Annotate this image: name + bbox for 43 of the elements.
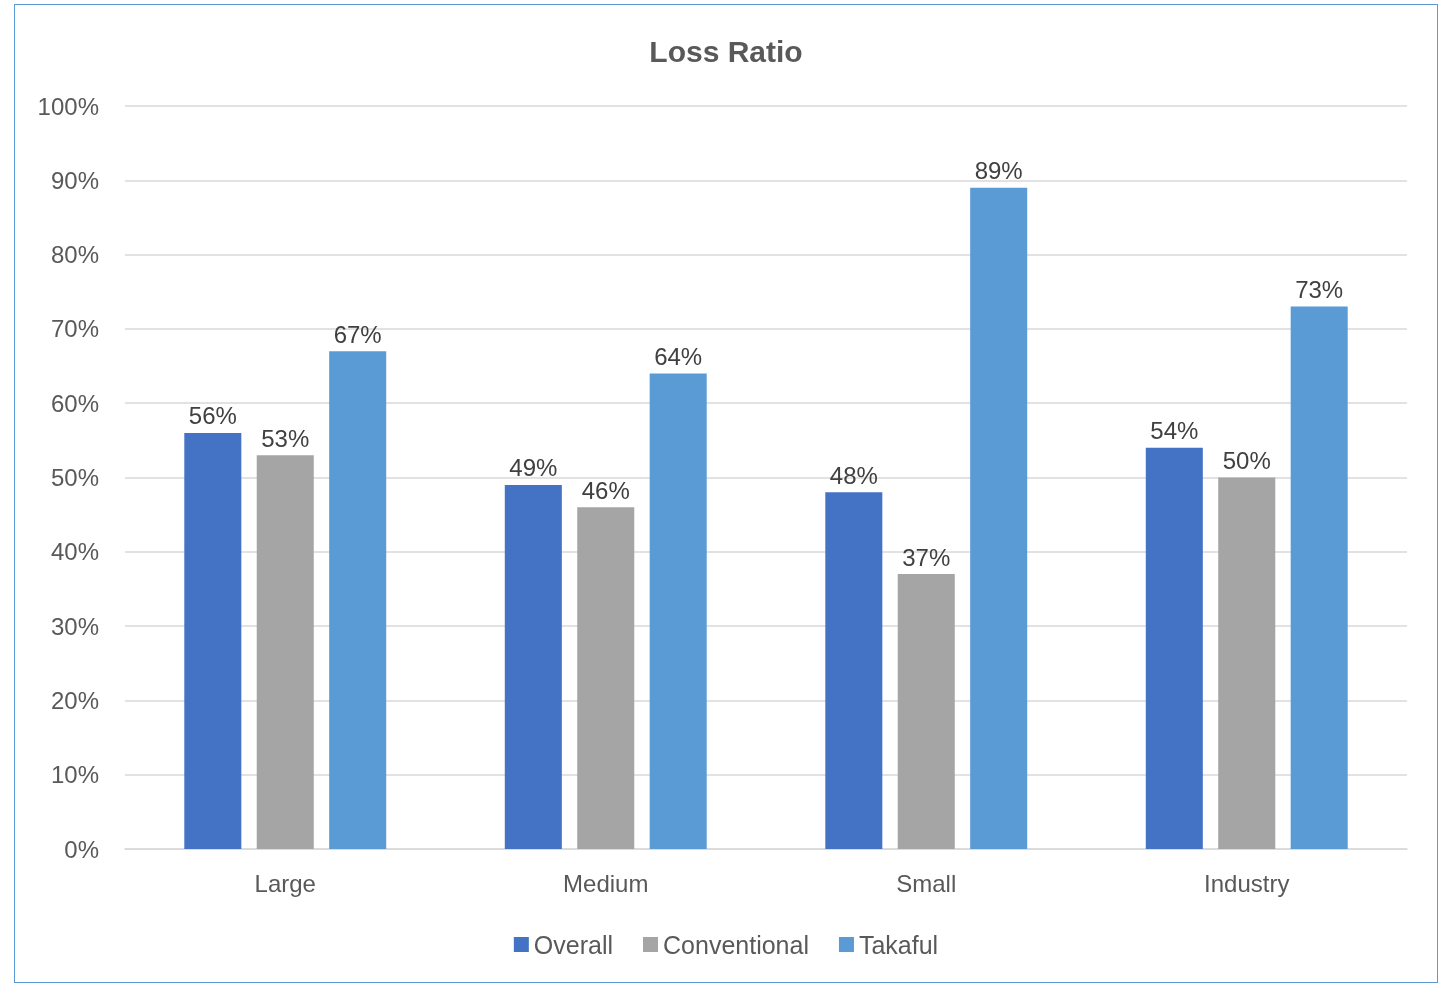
x-tick-label: Medium bbox=[563, 869, 649, 897]
data-label: 37% bbox=[902, 543, 951, 571]
y-tick-label: 70% bbox=[50, 315, 99, 343]
y-tick-label: 50% bbox=[50, 464, 99, 491]
data-label: 49% bbox=[509, 454, 558, 482]
data-label: 64% bbox=[654, 342, 703, 370]
bar bbox=[329, 351, 387, 849]
data-label: 67% bbox=[333, 320, 382, 348]
x-tick-label: Small bbox=[896, 869, 957, 897]
bar bbox=[504, 484, 562, 849]
y-tick-label: 40% bbox=[50, 538, 99, 566]
bar bbox=[577, 507, 635, 849]
bar bbox=[825, 492, 883, 849]
data-label: 46% bbox=[581, 476, 630, 504]
y-tick-label: 10% bbox=[50, 761, 99, 789]
data-label: 89% bbox=[974, 157, 1023, 185]
bar bbox=[184, 432, 242, 849]
y-tick-label: 20% bbox=[50, 686, 99, 714]
bar bbox=[970, 187, 1028, 849]
bar bbox=[1145, 447, 1203, 849]
data-label: 73% bbox=[1295, 276, 1344, 304]
y-tick-label: 90% bbox=[50, 166, 99, 194]
data-label: 53% bbox=[261, 424, 310, 452]
x-tick-label: Large bbox=[254, 869, 316, 897]
chart-title: Loss Ratio bbox=[649, 34, 803, 68]
legend-label: Conventional bbox=[663, 930, 809, 959]
bar bbox=[1218, 477, 1276, 849]
bar bbox=[897, 574, 955, 849]
y-tick-label: 80% bbox=[50, 241, 99, 269]
bar bbox=[1290, 306, 1348, 849]
bar bbox=[256, 455, 314, 849]
data-label: 54% bbox=[1150, 417, 1199, 445]
legend-label: Takaful bbox=[858, 930, 939, 959]
y-tick-label: 0% bbox=[64, 835, 99, 863]
y-tick-label: 30% bbox=[50, 612, 99, 640]
x-tick-label: Industry bbox=[1204, 869, 1290, 897]
y-tick-label: 100% bbox=[37, 92, 99, 120]
data-label: 50% bbox=[1222, 447, 1271, 474]
legend-label: Overall bbox=[533, 930, 614, 959]
data-label: 56% bbox=[188, 402, 237, 430]
data-label: 48% bbox=[829, 461, 878, 489]
bar bbox=[649, 373, 707, 849]
y-tick-label: 60% bbox=[50, 389, 99, 417]
